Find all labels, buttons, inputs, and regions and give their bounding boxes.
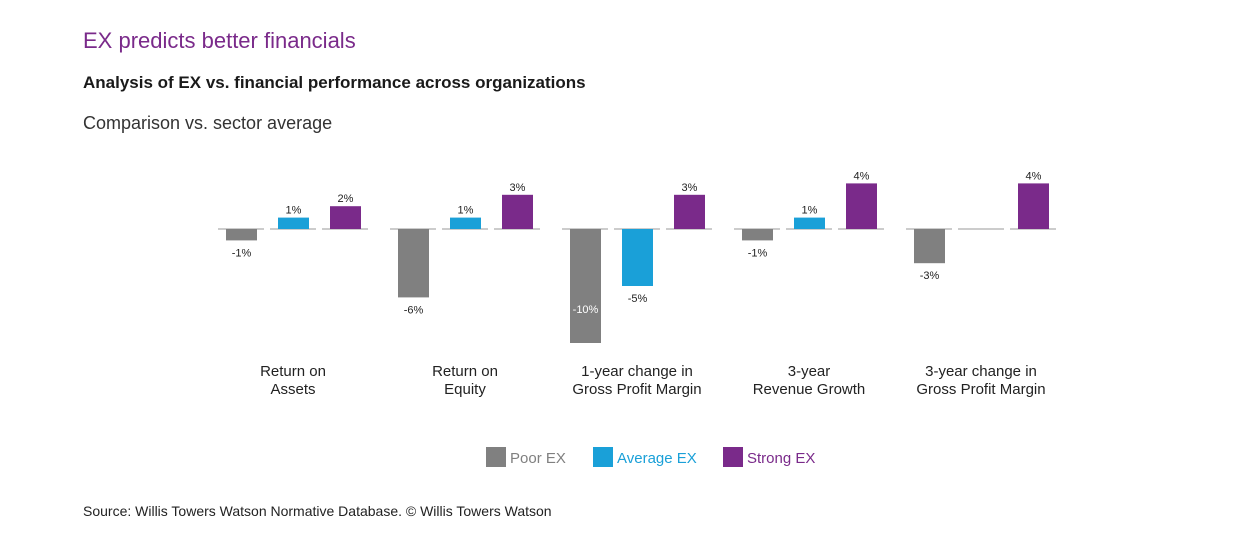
bar-strong-3 [674,194,705,229]
bar-average-3 [622,229,653,286]
data-label: -10% [573,304,599,316]
data-label: -1% [748,247,768,259]
legend-swatch-average [593,447,613,467]
category-label: Return on [260,363,326,380]
data-label: 4% [854,170,870,182]
data-label: 1% [286,205,302,217]
data-label: 3% [510,182,526,194]
bar-average-2 [450,217,481,229]
data-label: 3% [682,182,698,194]
source-note: Source: Willis Towers Watson Normative D… [83,503,552,519]
bar-poor-1 [226,229,257,241]
bar-average-1 [278,217,309,229]
bar-strong-2 [502,194,533,229]
category-label: Return on [432,363,498,380]
category-label: 1-year change in [581,363,693,380]
legend-swatch-poor [486,447,506,467]
category-label: Equity [444,381,486,398]
bar-strong-4 [846,183,877,229]
bar-poor-5 [914,229,945,264]
bar-poor-4 [742,229,773,241]
data-label: -1% [232,247,252,259]
category-label: Gross Profit Margin [572,381,701,398]
category-label: 3-year [788,363,831,380]
legend-swatch-strong [723,447,743,467]
data-label: -3% [920,270,940,282]
bar-poor-3 [570,229,601,343]
legend-label-poor: Poor EX [510,450,566,467]
data-label: -5% [628,293,648,305]
category-label: Gross Profit Margin [916,381,1045,398]
data-label: 2% [338,193,354,205]
category-label: Assets [270,381,315,398]
bar-poor-2 [398,229,429,298]
chart-title: EX predicts better financials [83,28,356,53]
legend-label-average: Average EX [617,450,697,467]
category-label: 3-year change in [925,363,1037,380]
bar-strong-5 [1018,183,1049,229]
bar-strong-1 [330,206,361,229]
bar-average-4 [794,217,825,229]
data-label: 4% [1026,170,1042,182]
chart-subtitle: Analysis of EX vs. financial performance… [83,73,586,92]
data-label: 1% [802,205,818,217]
legend-label-strong: Strong EX [747,450,815,467]
data-label: 1% [458,205,474,217]
category-label: Revenue Growth [753,381,866,398]
data-label: -6% [404,304,424,316]
chart-caption: Comparison vs. sector average [83,113,333,133]
